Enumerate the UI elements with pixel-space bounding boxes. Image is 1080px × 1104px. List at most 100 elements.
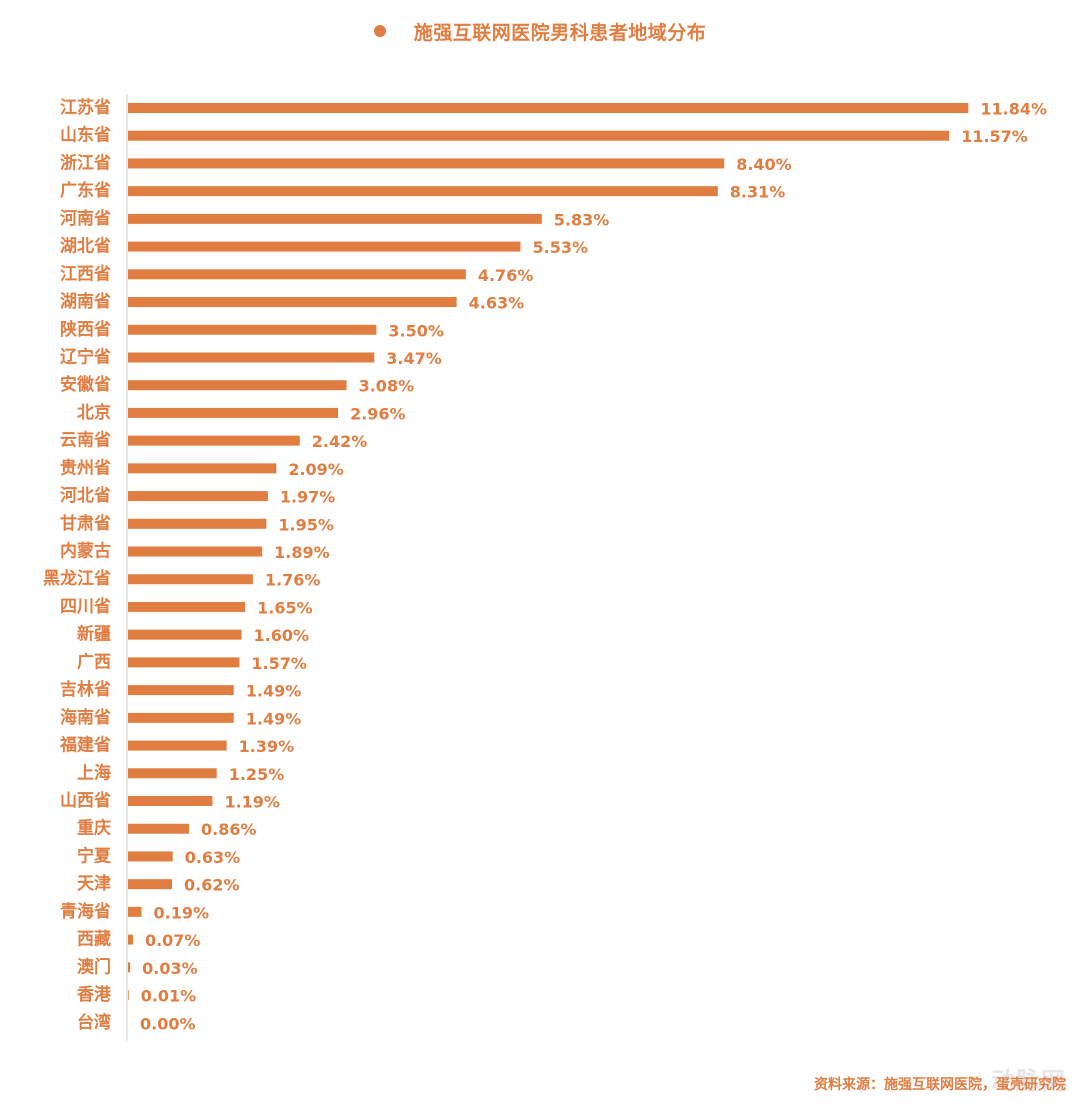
- bar: [128, 934, 133, 945]
- value-label: 3.50%: [388, 321, 444, 340]
- bar: [128, 546, 263, 557]
- legend-marker: [373, 25, 386, 37]
- bar: [128, 213, 542, 224]
- value-label: 1.57%: [251, 654, 307, 673]
- value-label: 2.96%: [350, 404, 406, 423]
- category-label: 西藏: [77, 930, 111, 950]
- bar: [128, 241, 521, 252]
- value-label: 0.07%: [145, 931, 201, 950]
- bar: [128, 629, 242, 640]
- category-label: 香港: [77, 984, 112, 1005]
- value-label: 2.09%: [288, 460, 344, 479]
- value-label: 0.63%: [185, 848, 241, 867]
- category-label: 重庆: [77, 818, 111, 839]
- bar: [128, 823, 190, 834]
- value-label: 8.31%: [730, 183, 786, 202]
- bar: [128, 574, 253, 585]
- bar: [128, 712, 234, 723]
- bar: [128, 879, 173, 890]
- category-label: 安徽省: [60, 374, 111, 395]
- category-label: 内蒙古: [60, 541, 111, 562]
- category-label: 湖南省: [60, 291, 111, 312]
- bar: [128, 324, 377, 335]
- value-label: 1.89%: [274, 543, 330, 562]
- bar: [128, 518, 267, 529]
- bar: [128, 491, 268, 502]
- category-label: 黑龙江省: [43, 568, 111, 589]
- bar: [128, 269, 466, 280]
- bar: [128, 768, 217, 779]
- value-label: 1.95%: [278, 515, 334, 534]
- value-label: 0.86%: [201, 820, 257, 839]
- bar: [128, 380, 347, 391]
- category-label: 辽宁省: [60, 346, 111, 367]
- value-label: 1.49%: [246, 709, 302, 728]
- value-label: 0.62%: [184, 876, 240, 895]
- value-label: 0.00%: [140, 1014, 196, 1033]
- bar: [128, 352, 375, 363]
- category-label: 河北省: [60, 485, 111, 506]
- value-label: 1.49%: [246, 682, 302, 701]
- bar: [128, 463, 277, 474]
- category-label: 四川省: [60, 596, 111, 617]
- bar: [128, 962, 131, 973]
- category-label: 陕西省: [60, 319, 111, 340]
- bar: [128, 158, 725, 169]
- category-label: 北京: [77, 402, 111, 423]
- source-note: 资料来源：施强互联网医院，蛋壳研究院: [814, 1077, 1066, 1093]
- value-label: 1.60%: [254, 626, 310, 645]
- chart-legend: 施强互联网医院男科患者地域分布: [0, 14, 1080, 48]
- category-label: 江苏省: [60, 97, 111, 118]
- bar: [128, 796, 213, 806]
- category-label: 台湾: [77, 1012, 111, 1033]
- bar: [128, 407, 339, 418]
- category-label: 广西: [77, 651, 111, 672]
- bar: [128, 851, 173, 862]
- value-label: 5.53%: [532, 238, 588, 257]
- value-label: 0.01%: [141, 987, 197, 1006]
- value-label: 1.65%: [257, 598, 313, 617]
- value-label: 1.76%: [265, 571, 321, 590]
- category-label: 湖北省: [60, 236, 111, 257]
- value-label: 1.39%: [239, 737, 295, 756]
- value-label: 8.40%: [736, 155, 792, 174]
- bar: [128, 186, 718, 197]
- watermark-logo: 动脉网: [991, 1067, 1066, 1095]
- value-label: 3.47%: [386, 349, 442, 368]
- bar: [128, 601, 246, 612]
- category-label: 广东省: [60, 180, 111, 201]
- category-label: 宁夏: [77, 845, 112, 866]
- value-label: 5.83%: [554, 210, 610, 229]
- legend-label: 施强互联网医院男科患者地域分布: [413, 21, 707, 44]
- category-label: 山西省: [60, 790, 111, 811]
- value-label: 1.25%: [229, 765, 285, 784]
- category-label: 澳门: [77, 956, 111, 977]
- category-label: 山东省: [60, 125, 111, 146]
- value-label: 1.97%: [280, 488, 336, 507]
- category-label: 新疆: [77, 624, 111, 645]
- category-label: 云南省: [60, 430, 111, 451]
- category-label: 天津: [77, 873, 111, 894]
- category-label: 青海省: [60, 901, 111, 922]
- category-label: 贵州省: [60, 457, 111, 478]
- bar: [128, 657, 240, 668]
- category-label: 上海: [77, 762, 111, 783]
- value-label: 4.76%: [478, 266, 534, 285]
- bar: [128, 990, 129, 1001]
- bar: [128, 130, 950, 141]
- value-label: 4.63%: [469, 294, 525, 313]
- value-label: 11.57%: [961, 127, 1028, 146]
- bar: [128, 103, 969, 113]
- value-label: 2.42%: [312, 432, 368, 451]
- bar: [128, 297, 457, 308]
- category-label: 海南省: [60, 707, 111, 728]
- category-label: 吉林省: [60, 679, 111, 700]
- value-label: 0.19%: [153, 903, 209, 922]
- category-label: 江西省: [60, 263, 111, 284]
- category-label: 河南省: [60, 208, 111, 229]
- category-label: 福建省: [59, 735, 111, 756]
- bar: [128, 435, 300, 446]
- bar: [128, 685, 234, 696]
- category-label: 甘肃省: [60, 513, 111, 534]
